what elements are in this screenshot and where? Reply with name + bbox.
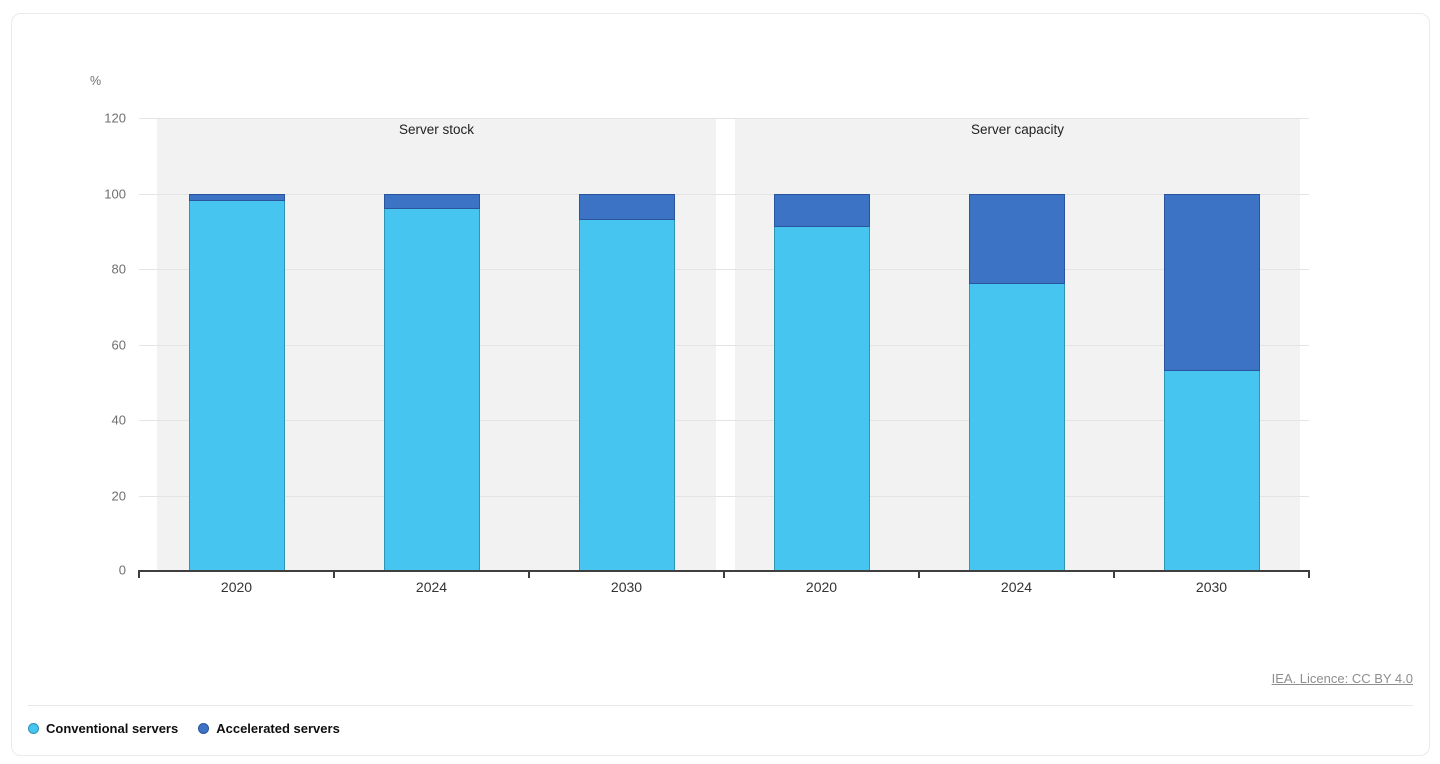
- y-tick-label: 20: [111, 488, 126, 504]
- y-tick-label: 60: [111, 337, 126, 353]
- y-axis-unit-label: %: [90, 74, 102, 88]
- bar-segment-conventional[interactable]: [1164, 371, 1260, 571]
- bar-segment-conventional[interactable]: [969, 284, 1065, 571]
- x-tick-label: 2020: [220, 579, 253, 595]
- bar-segment-conventional[interactable]: [189, 201, 285, 571]
- legend-item-label: Conventional servers: [46, 721, 179, 736]
- grid-line: [139, 194, 1309, 195]
- x-axis-tick: [333, 570, 335, 578]
- grid-line: [139, 269, 1309, 270]
- x-tick-label: 2020: [805, 579, 838, 595]
- panel-title: Server capacity: [970, 122, 1065, 137]
- bar-segment-conventional[interactable]: [774, 227, 870, 571]
- bar-segment-accelerated[interactable]: [579, 194, 675, 220]
- x-axis-tick: [918, 570, 920, 578]
- x-tick-label: 2030: [610, 579, 643, 595]
- x-tick-label: 2024: [1000, 579, 1033, 595]
- x-axis-tick: [138, 570, 140, 578]
- bar-segment-accelerated[interactable]: [189, 194, 285, 201]
- x-tick-label: 2030: [1195, 579, 1228, 595]
- grid-line: [139, 118, 1309, 119]
- licence-link[interactable]: IEA. Licence: CC BY 4.0: [1271, 671, 1413, 686]
- y-tick-label: 80: [111, 261, 126, 277]
- x-axis-tick: [723, 570, 725, 578]
- conventional-servers-dot-icon: [28, 723, 39, 734]
- grid-line: [139, 420, 1309, 421]
- legend-item-label: Accelerated servers: [216, 721, 340, 736]
- y-tick-label: 40: [111, 412, 126, 428]
- bar-segment-accelerated[interactable]: [774, 194, 870, 227]
- chart-legend: Conventional servers Accelerated servers: [28, 721, 340, 736]
- bar-segment-conventional[interactable]: [384, 209, 480, 571]
- bar-segment-accelerated[interactable]: [969, 194, 1065, 284]
- panel-title: Server stock: [398, 122, 475, 137]
- grid-line: [139, 345, 1309, 346]
- bar-segment-accelerated[interactable]: [1164, 194, 1260, 371]
- y-tick-label: 120: [104, 110, 126, 126]
- bar-segment-conventional[interactable]: [579, 220, 675, 571]
- legend-item[interactable]: Accelerated servers: [198, 721, 340, 736]
- x-axis-tick: [1113, 570, 1115, 578]
- accelerated-servers-dot-icon: [198, 723, 210, 734]
- x-tick-label: 2024: [415, 579, 448, 595]
- legend-item[interactable]: Conventional servers: [28, 721, 178, 736]
- x-axis-tick: [1308, 570, 1310, 578]
- y-tick-label: 100: [104, 186, 126, 202]
- bar-segment-accelerated[interactable]: [384, 194, 480, 209]
- grid-line: [139, 496, 1309, 497]
- footer-divider: [28, 705, 1413, 706]
- y-tick-label: 0: [118, 562, 126, 578]
- x-axis-tick: [528, 570, 530, 578]
